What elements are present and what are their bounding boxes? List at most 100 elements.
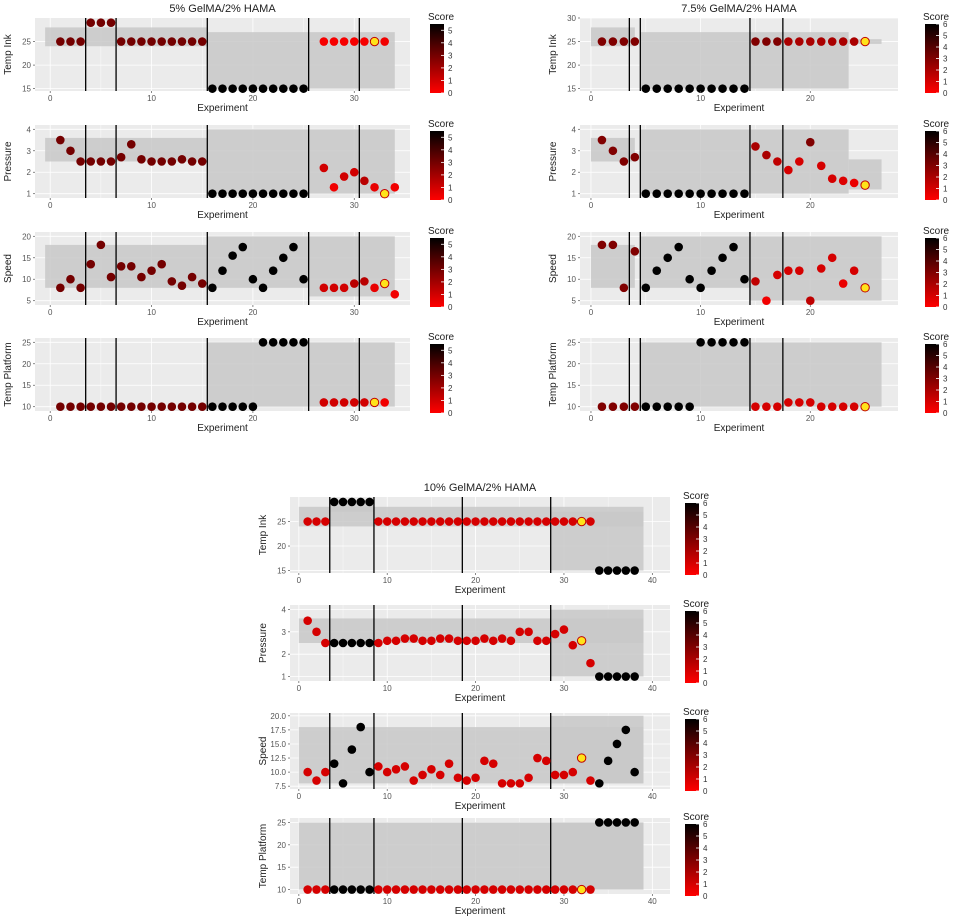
legend-title: Score [683, 491, 710, 502]
x-tick-label: 10 [147, 201, 156, 210]
data-point [157, 157, 166, 166]
data-point [279, 253, 288, 263]
x-tick-label: 40 [648, 684, 657, 693]
x-axis-label: Experiment [455, 906, 506, 917]
legend-tick-label: 3 [448, 158, 453, 167]
legend-tick-label: 0 [943, 303, 948, 312]
figure-title: 10% GelMA/2% HAMA [424, 482, 537, 494]
data-point [515, 885, 525, 894]
y-tick-label: 20 [277, 841, 286, 850]
data-point [696, 337, 705, 347]
legend-tick-label: 3 [703, 535, 708, 544]
legend-tick-label: 4 [703, 844, 708, 853]
legend-tick-label: 2 [943, 66, 948, 75]
legend-tick-label: 5 [448, 346, 453, 355]
data-point [784, 266, 793, 275]
data-point [603, 818, 613, 827]
x-tick-label: 0 [48, 94, 53, 103]
x-tick-label: 20 [806, 201, 815, 210]
y-tick-label: 20 [22, 360, 31, 369]
data-point [435, 517, 445, 526]
data-point [66, 37, 75, 46]
best-point [369, 36, 380, 47]
data-point [347, 745, 357, 754]
data-point [349, 279, 359, 288]
data-point [400, 634, 410, 643]
x-axis-label: Experiment [714, 210, 765, 221]
legend-tick-label: 5 [703, 832, 708, 841]
data-point [641, 189, 651, 199]
legend-colorbar [430, 131, 444, 200]
data-point [663, 189, 673, 199]
data-point [86, 157, 96, 166]
legend-tick-label: 2 [943, 173, 948, 182]
data-point [177, 37, 187, 46]
figure-title: 7.5% GelMA/2% HAMA [681, 3, 797, 15]
data-point [96, 402, 106, 412]
data-point [849, 37, 859, 46]
data-point [339, 172, 349, 181]
data-point [329, 283, 339, 293]
data-point [238, 84, 248, 93]
x-axis-label: Experiment [455, 693, 506, 704]
data-point [707, 84, 716, 93]
data-point [66, 146, 75, 156]
data-point [784, 165, 793, 175]
y-tick-label: 10 [22, 403, 31, 412]
data-point [299, 274, 308, 284]
data-point [418, 517, 427, 526]
best-point [369, 397, 380, 408]
data-point [608, 37, 618, 46]
data-point [187, 402, 197, 412]
data-point [488, 885, 498, 894]
data-point [550, 629, 560, 639]
x-tick-label: 20 [471, 897, 480, 906]
data-point [849, 266, 859, 275]
data-point [126, 402, 136, 412]
data-point [515, 517, 525, 526]
y-tick-label: 20 [277, 542, 286, 551]
data-point [321, 885, 330, 894]
data-point [608, 146, 618, 156]
search-space-band [640, 129, 750, 194]
data-point [541, 885, 551, 894]
x-tick-label: 0 [48, 308, 53, 317]
data-point [147, 157, 156, 166]
y-tick-label: 25 [567, 38, 576, 47]
y-tick-label: 30 [567, 14, 576, 23]
data-point [356, 885, 365, 894]
search-space-band [550, 822, 644, 890]
data-point [559, 517, 569, 526]
y-tick-label: 10 [22, 275, 31, 284]
data-point [248, 402, 258, 412]
data-point [218, 402, 227, 412]
y-tick-label: 20 [567, 360, 576, 369]
x-tick-label: 10 [147, 94, 156, 103]
legend-tick-label: 4 [943, 150, 948, 159]
data-point [86, 259, 96, 269]
data-point [374, 762, 383, 771]
data-point [488, 759, 498, 768]
data-point [116, 262, 126, 271]
data-point [208, 402, 217, 412]
legend-tick-label: 6 [943, 20, 948, 29]
data-point [258, 337, 268, 347]
x-tick-label: 30 [350, 308, 359, 317]
y-tick-label: 7.5 [275, 782, 287, 791]
data-point [805, 398, 815, 407]
legend-tick-label: 6 [943, 234, 948, 243]
legend-title: Score [683, 812, 710, 823]
x-tick-label: 20 [806, 414, 815, 423]
y-tick-label: 20 [22, 61, 31, 70]
data-point [784, 37, 793, 46]
y-tick-label: 3 [27, 147, 32, 156]
x-axis-label: Experiment [455, 801, 506, 812]
legend-tick-label: 1 [448, 76, 453, 85]
data-point [86, 402, 96, 412]
legend-tick-label: 3 [448, 51, 453, 60]
data-point [838, 279, 848, 288]
data-point [497, 885, 507, 894]
x-axis-label: Experiment [197, 210, 248, 221]
legend-title: Score [683, 707, 710, 718]
data-point [707, 189, 716, 199]
